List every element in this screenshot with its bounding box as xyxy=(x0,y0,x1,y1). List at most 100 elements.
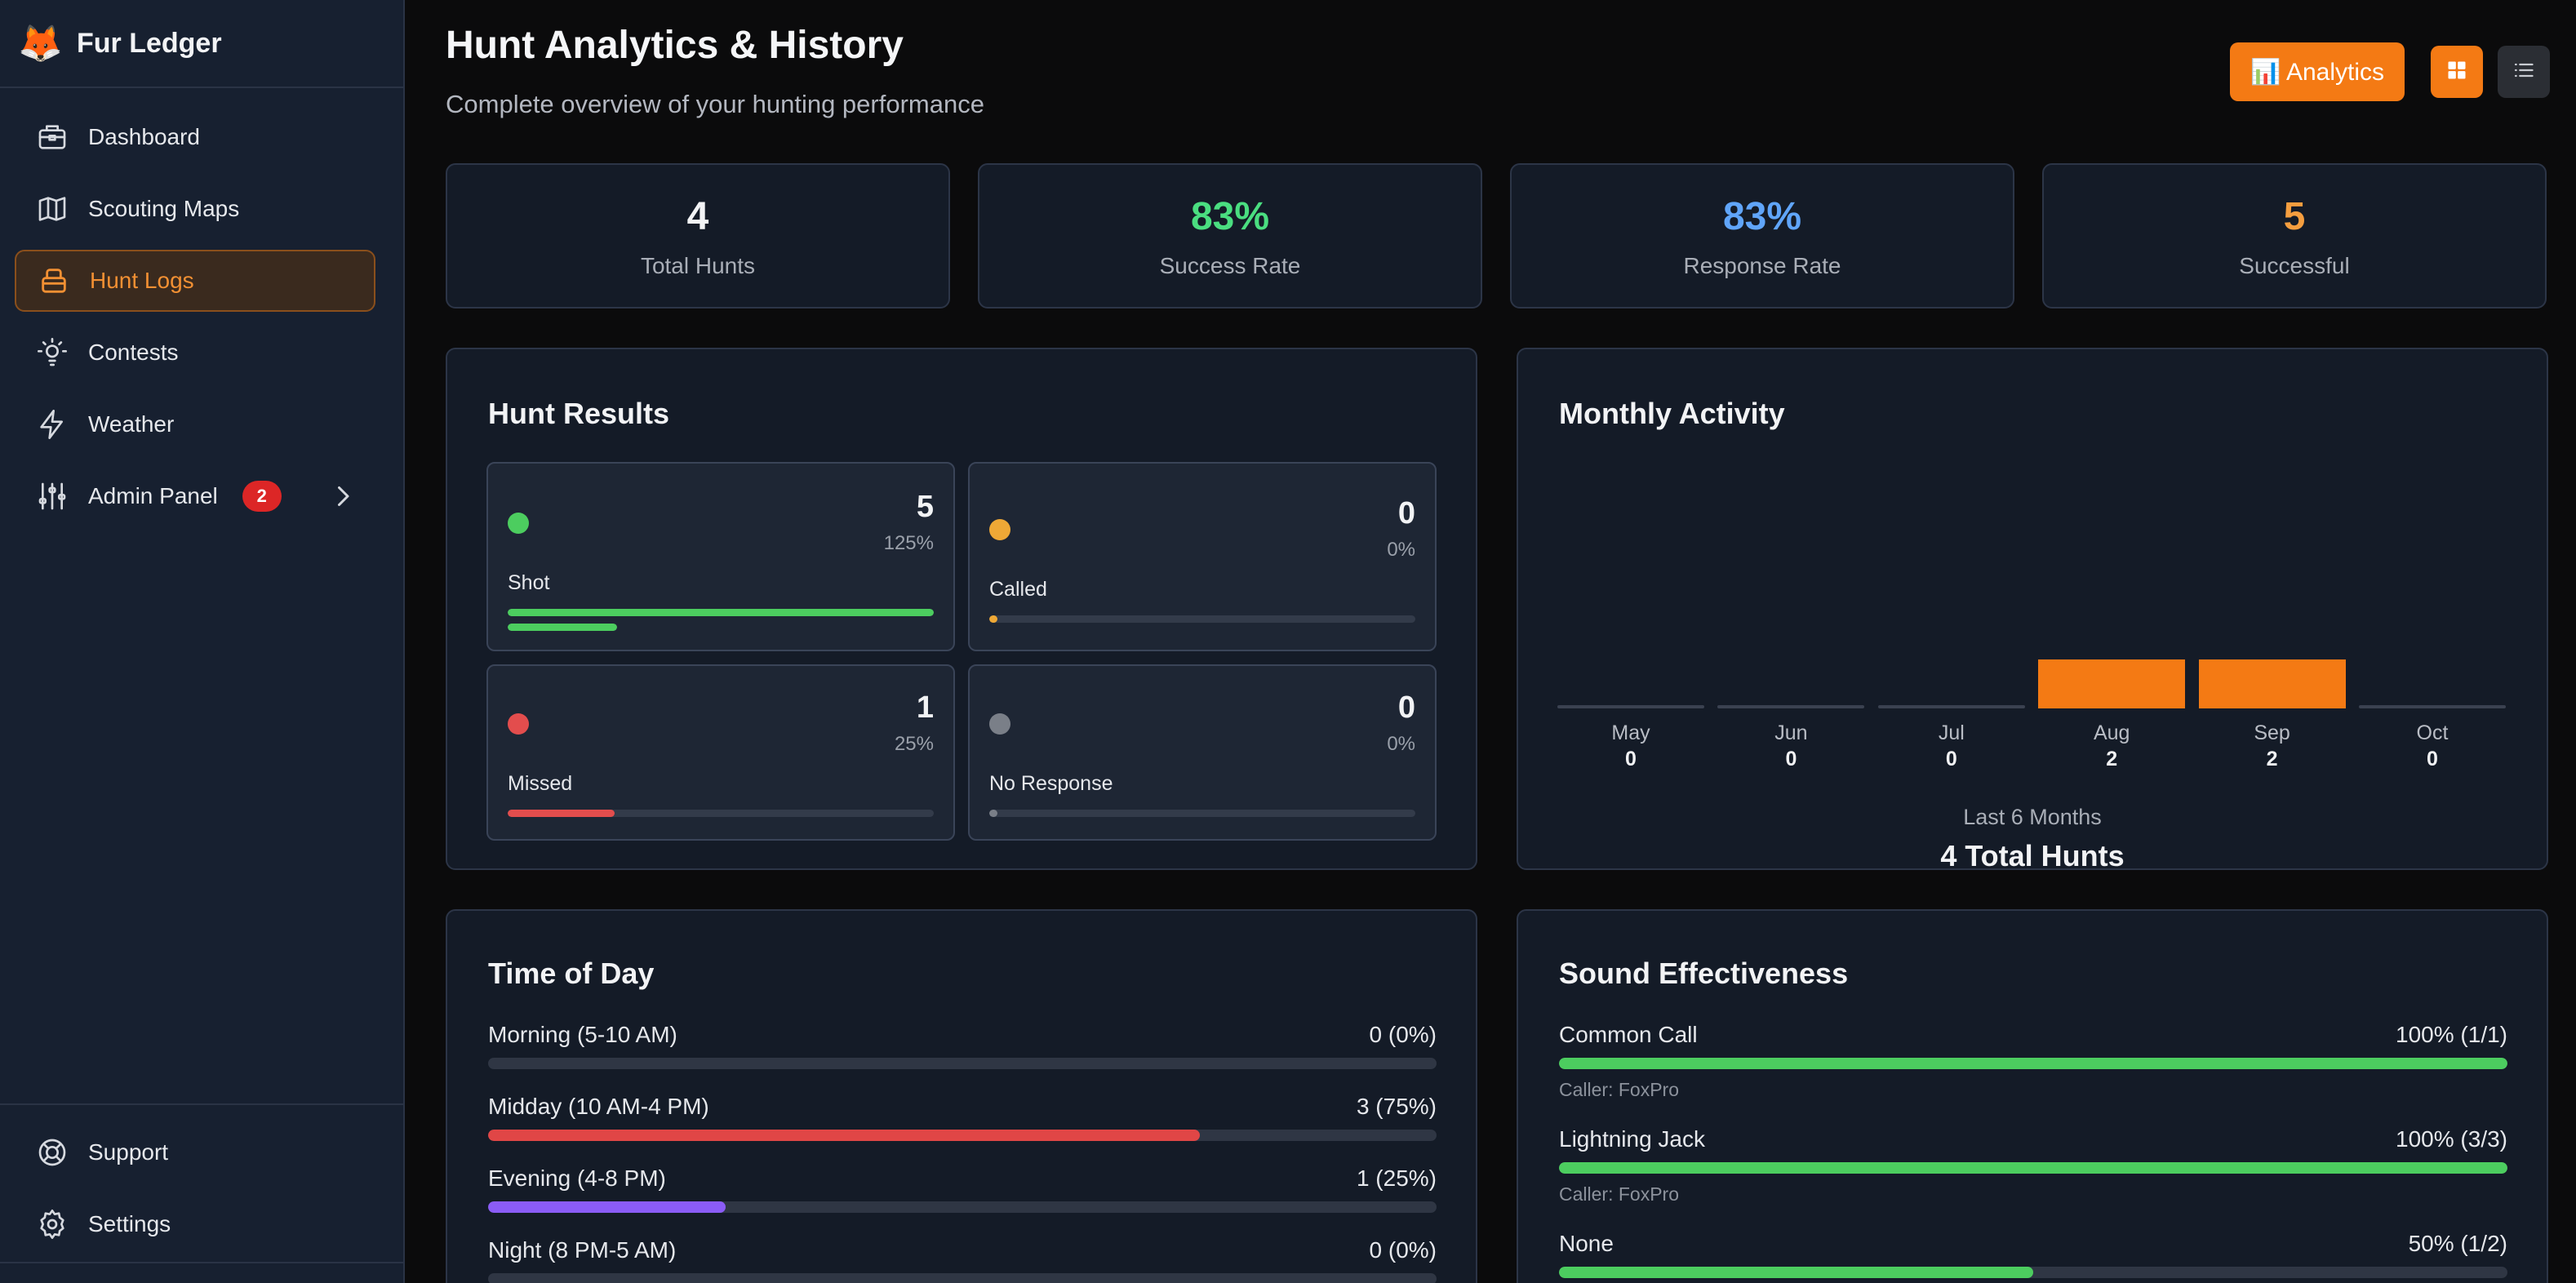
admin-badge: 2 xyxy=(242,481,282,512)
result-tile-called[interactable]: 0 0% Called xyxy=(968,462,1437,651)
tile-progress-fill xyxy=(989,615,998,623)
sidebar-item-settings[interactable]: Settings xyxy=(15,1193,375,1255)
list-view-button[interactable] xyxy=(2498,46,2550,98)
panel-title: Time of Day xyxy=(488,957,655,990)
lifebuoy-icon xyxy=(36,1136,69,1169)
sidebar-item-weather[interactable]: Weather xyxy=(15,393,375,455)
sound-label: None xyxy=(1559,1231,1614,1256)
tile-label: No Response xyxy=(989,772,1113,795)
fox-icon: 🦊 xyxy=(18,24,63,64)
tile-count: 5 xyxy=(916,490,934,524)
stat-card-successful: 5 Successful xyxy=(2042,163,2547,309)
tile-percent: 25% xyxy=(894,733,934,755)
time-slot-progress-bar xyxy=(488,1130,1437,1141)
sidebar-nav: Dashboard Scouting Maps Hunt Logs Contes… xyxy=(0,88,403,527)
sidebar-item-label: Dashboard xyxy=(88,124,200,149)
monthly-activity-panel: Monthly Activity May 0 Jun 0 Jul 0 Aug 2 Sep… xyxy=(1517,348,2548,872)
page-title: Hunt Analytics & History xyxy=(446,24,904,67)
panel-title: Sound Effectiveness xyxy=(1559,957,1849,990)
stat-value: 4 xyxy=(686,195,709,238)
status-dot xyxy=(508,713,529,735)
sidebar-item-dashboard[interactable]: Dashboard xyxy=(15,106,375,168)
sound-effectiveness-panel: Sound Effectiveness Common Call 100% (1/… xyxy=(1517,909,2548,1283)
chart-month-value: 0 xyxy=(1785,748,1797,770)
sound-label: Lightning Jack xyxy=(1559,1126,1706,1152)
panel-title: Hunt Results xyxy=(488,397,670,430)
chart-month-value: 0 xyxy=(2427,748,2438,770)
sound-progress-fill xyxy=(1559,1267,2033,1278)
sidebar-item-contests[interactable]: Contests xyxy=(15,322,375,384)
map-icon xyxy=(36,193,69,225)
result-tile-shot[interactable]: 5 125% Shot xyxy=(486,462,955,651)
sidebar-item-admin-panel[interactable]: Admin Panel 2 xyxy=(15,465,375,527)
tile-percent: 0% xyxy=(1387,733,1415,755)
page-subtitle: Complete overview of your hunting perfor… xyxy=(446,90,984,118)
tile-progress-fill xyxy=(508,810,615,817)
chart-month-label: Oct xyxy=(2416,721,2449,744)
sound-progress-bar xyxy=(1559,1162,2507,1174)
chart-footer-total: 4 Total Hunts xyxy=(1940,839,2125,872)
chart-bar[interactable] xyxy=(2198,659,2346,708)
tile-label: Called xyxy=(989,578,1047,601)
sound-value: 50% (1/2) xyxy=(2408,1231,2507,1256)
tile-progress-fill xyxy=(508,624,617,631)
tile-progress-bar xyxy=(508,609,934,616)
chart-bar-empty[interactable] xyxy=(1717,705,1865,708)
grid-icon xyxy=(2445,59,2468,86)
sound-label: Common Call xyxy=(1559,1022,1698,1047)
briefcase-icon xyxy=(36,121,69,153)
app-name: Fur Ledger xyxy=(77,27,222,59)
sidebar-item-scouting-maps[interactable]: Scouting Maps xyxy=(15,178,375,240)
tile-progress-bar xyxy=(508,810,934,817)
time-slot-label: Evening (4-8 PM) xyxy=(488,1165,666,1191)
sliders-icon xyxy=(36,480,69,513)
time-slot-value: 3 (75%) xyxy=(1356,1094,1437,1119)
status-dot xyxy=(989,713,1010,735)
stat-value: 5 xyxy=(2283,195,2306,238)
sound-caller: Caller: FoxPro xyxy=(1559,1079,1679,1100)
chevron-right-icon[interactable] xyxy=(328,482,358,511)
analytics-button[interactable]: 📊 Analytics xyxy=(2230,42,2405,101)
stat-value: 83% xyxy=(1722,195,1802,238)
sidebar-item-label: Scouting Maps xyxy=(88,196,240,221)
chart-bar-empty[interactable] xyxy=(1877,705,2025,708)
stat-card-total-hunts: 4 Total Hunts xyxy=(446,163,950,309)
sidebar: 🦊 Fur Ledger Dashboard Scouting Maps Hun… xyxy=(0,0,405,1283)
sidebar-item-support[interactable]: Support xyxy=(15,1121,375,1183)
tile-percent: 0% xyxy=(1387,539,1415,561)
package-icon xyxy=(38,264,70,297)
stat-label: Total Hunts xyxy=(640,253,756,278)
stat-label: Response Rate xyxy=(1683,253,1841,278)
result-tile-no-response[interactable]: 0 0% No Response xyxy=(968,664,1437,841)
list-icon xyxy=(2512,59,2535,86)
time-slot-progress-bar xyxy=(488,1273,1437,1283)
sidebar-item-label: Support xyxy=(88,1139,169,1165)
chart-month-value: 0 xyxy=(1625,748,1637,770)
time-slot-value: 0 (0%) xyxy=(1369,1022,1437,1047)
panel-title: Monthly Activity xyxy=(1559,397,1785,430)
chart-month-value: 2 xyxy=(2106,748,2118,770)
stat-label: Success Rate xyxy=(1159,253,1301,278)
tile-progress-bar xyxy=(989,810,1415,817)
tile-progress-bar-secondary xyxy=(508,624,617,631)
chart-month-label: Jun xyxy=(1774,721,1808,744)
stat-card-response-rate: 83% Response Rate xyxy=(1510,163,2014,309)
stat-value: 83% xyxy=(1190,195,1270,238)
chart-month-label: Aug xyxy=(2093,721,2130,744)
time-slot-progress-bar xyxy=(488,1201,1437,1213)
status-dot xyxy=(989,519,1010,540)
time-slot-label: Night (8 PM-5 AM) xyxy=(488,1237,677,1263)
chart-bar[interactable] xyxy=(2038,659,2186,708)
sidebar-item-hunt-logs[interactable]: Hunt Logs xyxy=(15,250,375,312)
chart-bar-empty[interactable] xyxy=(2359,705,2506,708)
tile-label: Missed xyxy=(508,772,573,795)
result-tile-missed[interactable]: 1 25% Missed xyxy=(486,664,955,841)
time-slot-value: 0 (0%) xyxy=(1369,1237,1437,1263)
time-slot-value: 1 (25%) xyxy=(1356,1165,1437,1191)
grid-view-button[interactable] xyxy=(2431,46,2483,98)
lightbulb-icon xyxy=(36,336,69,369)
sound-caller: Caller: FoxPro xyxy=(1559,1183,1679,1205)
tile-progress-bar xyxy=(989,615,1415,623)
chart-bar-empty[interactable] xyxy=(1557,705,1704,708)
brand[interactable]: 🦊 Fur Ledger xyxy=(0,0,403,88)
